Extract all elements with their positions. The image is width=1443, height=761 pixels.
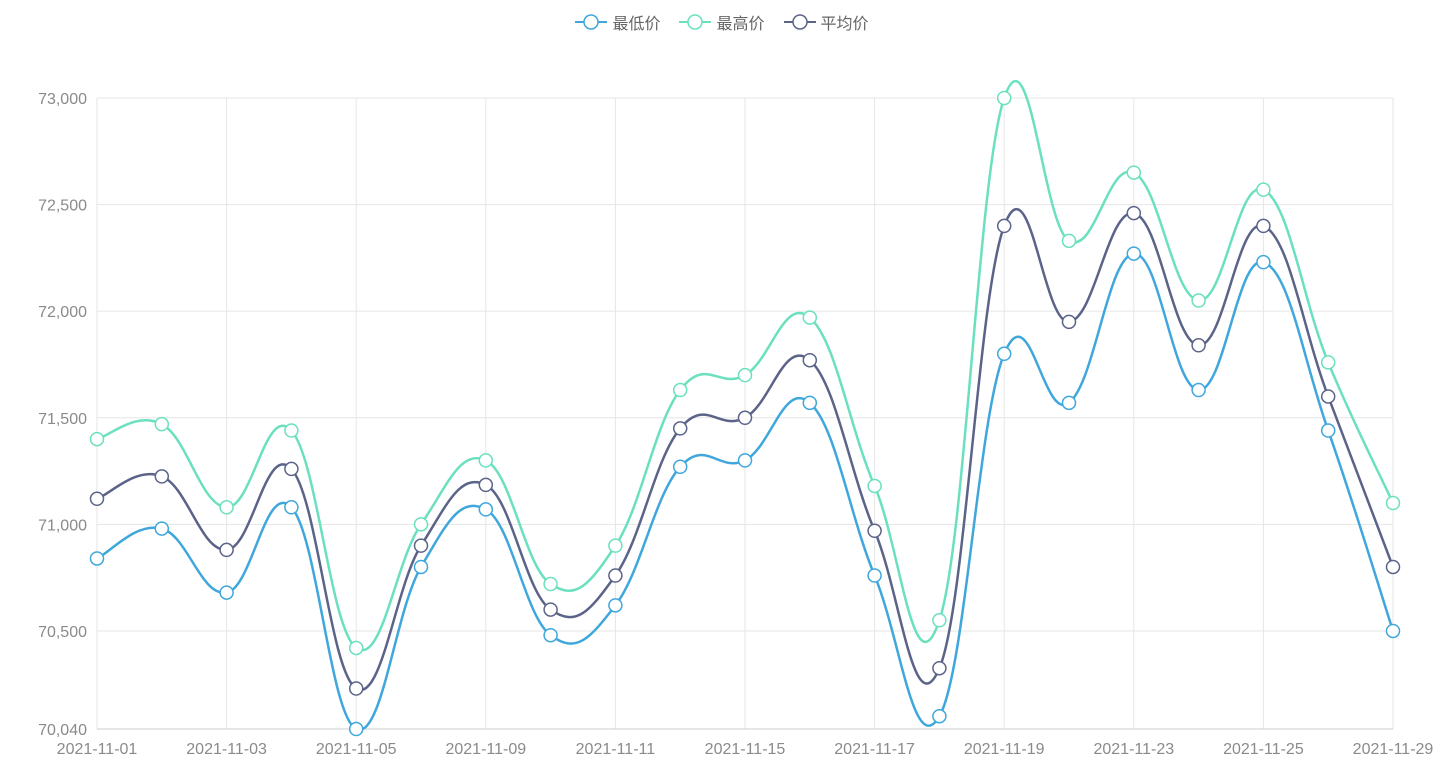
data-point bbox=[1385, 559, 1401, 575]
data-point bbox=[1191, 338, 1206, 353]
legend-label: 最低价 bbox=[612, 16, 661, 33]
data-point bbox=[1061, 233, 1077, 249]
legend-line-icon bbox=[679, 14, 712, 30]
x-tick-label: 2021-11-05 bbox=[316, 741, 397, 758]
y-tick-label: 71,500 bbox=[38, 411, 87, 428]
legend-line-icon bbox=[783, 14, 816, 30]
data-point bbox=[154, 416, 170, 432]
data-point bbox=[1385, 623, 1401, 639]
data-point bbox=[672, 459, 688, 475]
x-tick-label: 2021-11-01 bbox=[57, 741, 138, 758]
data-point bbox=[1320, 423, 1336, 438]
series-1 bbox=[89, 79, 1401, 656]
data-point bbox=[802, 352, 818, 368]
data-point bbox=[154, 469, 170, 484]
data-point bbox=[478, 453, 494, 468]
x-tick-label: 2021-11-19 bbox=[964, 741, 1045, 758]
x-tick-label: 2021-11-29 bbox=[1353, 741, 1434, 758]
data-point bbox=[802, 310, 818, 325]
data-point bbox=[608, 598, 623, 613]
data-point bbox=[672, 382, 688, 398]
data-point bbox=[543, 576, 558, 592]
x-tick-label: 2021-11-17 bbox=[834, 741, 915, 758]
data-point bbox=[867, 478, 882, 494]
data-point bbox=[1256, 182, 1271, 197]
data-point bbox=[1320, 389, 1336, 404]
data-point bbox=[219, 542, 234, 558]
data-point bbox=[1256, 254, 1271, 270]
x-tick-label: 2021-11-11 bbox=[576, 741, 656, 758]
data-point bbox=[802, 395, 818, 411]
y-tick-label: 73,000 bbox=[38, 91, 87, 108]
y-tick-label: 71,000 bbox=[38, 517, 87, 534]
data-point bbox=[996, 218, 1012, 234]
x-tick-label: 2021-11-23 bbox=[1093, 741, 1174, 758]
y-tick-label: 70,500 bbox=[38, 624, 87, 641]
data-point bbox=[478, 502, 494, 517]
y-tick-label: 72,500 bbox=[38, 198, 87, 215]
data-point bbox=[867, 568, 882, 583]
y-tick-label: 72,000 bbox=[38, 304, 87, 321]
data-point bbox=[219, 585, 234, 600]
legend-item[interactable]: 最低价 bbox=[574, 10, 660, 34]
legend-item[interactable]: 最高价 bbox=[678, 10, 765, 34]
chart-legend: 最低价 最高价 平均价 bbox=[0, 10, 1443, 34]
data-point bbox=[1191, 382, 1206, 398]
data-point bbox=[1126, 165, 1142, 180]
data-point bbox=[413, 517, 429, 532]
data-point bbox=[932, 613, 947, 628]
x-tick-label: 2021-11-09 bbox=[445, 741, 526, 758]
data-point bbox=[1256, 218, 1271, 234]
data-point bbox=[543, 627, 558, 643]
x-tick-label: 2021-11-03 bbox=[186, 741, 267, 758]
legend-label: 平均价 bbox=[820, 16, 869, 33]
x-tick-label: 2021-11-25 bbox=[1223, 741, 1304, 758]
data-point bbox=[737, 367, 753, 383]
data-point bbox=[1126, 246, 1142, 261]
legend-label: 最高价 bbox=[716, 16, 765, 33]
data-point bbox=[543, 602, 558, 617]
data-point bbox=[1320, 355, 1336, 370]
data-point bbox=[89, 551, 105, 566]
data-point bbox=[608, 568, 623, 583]
data-point bbox=[1385, 495, 1401, 511]
data-point bbox=[219, 500, 234, 515]
data-point bbox=[1061, 314, 1077, 330]
data-point bbox=[867, 523, 882, 538]
data-point bbox=[672, 421, 688, 436]
data-point bbox=[737, 453, 753, 468]
data-point bbox=[413, 538, 429, 553]
data-point bbox=[89, 491, 105, 507]
data-point bbox=[478, 477, 494, 493]
data-point bbox=[1061, 395, 1077, 411]
data-point bbox=[348, 640, 364, 656]
data-point bbox=[348, 681, 364, 696]
legend-item[interactable]: 平均价 bbox=[783, 10, 869, 34]
data-point bbox=[284, 423, 299, 438]
x-tick-label: 2021-11-15 bbox=[705, 741, 786, 758]
data-point bbox=[1191, 293, 1206, 308]
data-point bbox=[932, 660, 947, 676]
data-point bbox=[932, 708, 947, 724]
data-point bbox=[413, 559, 429, 575]
data-point bbox=[737, 410, 753, 426]
data-point bbox=[348, 721, 364, 737]
data-point bbox=[89, 431, 105, 447]
series-2 bbox=[89, 205, 1401, 696]
data-point bbox=[284, 461, 299, 477]
data-point bbox=[996, 346, 1012, 362]
data-point bbox=[996, 90, 1012, 106]
legend-line-icon bbox=[575, 14, 608, 30]
data-point bbox=[1126, 205, 1142, 221]
data-point bbox=[608, 538, 623, 553]
data-point bbox=[284, 500, 299, 515]
y-tick-label: 70,040 bbox=[38, 722, 87, 739]
series-0 bbox=[89, 246, 1401, 737]
data-point bbox=[154, 521, 170, 536]
